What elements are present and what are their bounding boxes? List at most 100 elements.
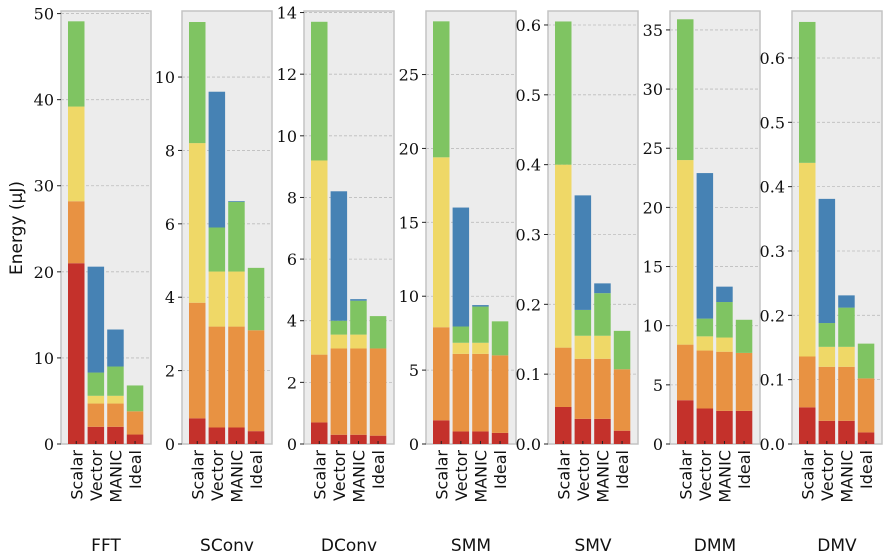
bar-segment: [68, 263, 85, 444]
bar-segment: [716, 286, 733, 303]
y-tick-label: 30: [34, 177, 54, 196]
bar-segment: [613, 330, 631, 370]
bar-segment: [433, 420, 450, 444]
bar-segment: [350, 299, 367, 301]
bar-segment: [208, 427, 226, 444]
bar-segment: [472, 342, 489, 354]
y-tick-label: 0.5: [760, 113, 785, 132]
subplot-smv: 0.0 0.1 0.2 0.3 0.4 0.5 0.6 Scalar Vector MANIC Id…: [516, 10, 639, 556]
bar-segment: [716, 337, 733, 352]
bar-segment: [68, 106, 85, 202]
y-tick-label: 8: [287, 188, 297, 207]
subplot-title: DConv: [321, 536, 377, 556]
bar-segment: [107, 395, 124, 404]
y-tick-label: 10: [277, 127, 297, 146]
bar-segment: [87, 395, 105, 404]
y-tick-label: 4: [287, 312, 297, 331]
category-label: Ideal: [613, 450, 632, 489]
y-tick-label: 0: [44, 435, 54, 454]
category-label: Vector: [696, 450, 715, 501]
bar-segment: [433, 21, 450, 158]
bar-segment: [87, 426, 105, 444]
y-tick-label: 6: [287, 250, 297, 269]
bar-segment: [818, 323, 836, 347]
bar-segment: [330, 320, 348, 335]
bar-segment: [799, 21, 816, 163]
bar-segment: [716, 351, 733, 411]
bar-segment: [716, 302, 733, 338]
y-tick-label: 20: [34, 263, 54, 282]
bar-segment: [68, 201, 85, 264]
bar-segment: [696, 408, 714, 444]
y-tick-label: 0: [287, 435, 297, 454]
bar-segment: [818, 346, 836, 367]
y-tick-label: 0.4: [516, 156, 541, 175]
bar-segment: [68, 21, 85, 107]
bar-segment: [189, 143, 206, 303]
bar-segment: [857, 378, 875, 433]
category-label: MANIC: [837, 450, 856, 503]
y-tick-label: 20: [399, 139, 419, 158]
bar-segment: [574, 335, 592, 359]
category-label: Vector: [208, 450, 227, 501]
bar-segment: [838, 346, 855, 367]
bar-segment: [472, 305, 489, 307]
bar-segment: [369, 316, 387, 349]
bar-segment: [818, 420, 836, 444]
bar-segment: [696, 336, 714, 351]
bar-segment: [228, 326, 245, 428]
bar-segment: [838, 307, 855, 347]
bar-segment: [126, 411, 144, 435]
category-label: Ideal: [857, 450, 876, 489]
bar-segment: [247, 267, 265, 331]
bar-segment: [735, 352, 753, 411]
category-label: Ideal: [126, 450, 145, 489]
category-label: MANIC: [227, 450, 246, 503]
y-tick-label: 0.6: [516, 16, 541, 35]
bar-segment: [87, 403, 105, 427]
bar-segment: [491, 355, 509, 433]
bar-segment: [555, 406, 572, 444]
bar-segment: [452, 207, 470, 327]
y-tick-label: 35: [643, 21, 663, 40]
y-tick-label: 8: [165, 141, 175, 160]
category-label: MANIC: [471, 450, 490, 503]
category-label: Vector: [818, 450, 837, 501]
bar-segment: [330, 348, 348, 435]
subplot-dmm: 0 5 10 15 20 25 30 35 Scalar Vector MANIC Ideal DMM: [643, 10, 761, 556]
bar-segment: [126, 385, 144, 412]
bar-segment: [594, 358, 611, 419]
bar-segment: [208, 91, 226, 228]
bar-segment: [208, 326, 226, 428]
y-tick-label: 30: [643, 80, 663, 99]
bar-segment: [613, 369, 631, 431]
bar-segment: [574, 418, 592, 444]
y-tick-label: 10: [399, 287, 419, 306]
bar-segment: [696, 173, 714, 319]
bar-segment: [433, 157, 450, 328]
bar-segment: [574, 195, 592, 310]
bar-segment: [677, 400, 694, 444]
category-label: Scalar: [310, 450, 329, 500]
bar-segment: [330, 191, 348, 321]
category-label: Scalar: [554, 450, 573, 500]
subplot-title: SMV: [574, 536, 611, 556]
subplot-title: DMV: [817, 536, 857, 556]
bar-segment: [574, 309, 592, 336]
y-tick-label: 0.5: [516, 86, 541, 105]
subplot-title: SMM: [451, 536, 491, 556]
bar-segment: [350, 348, 367, 435]
bar-segment: [350, 434, 367, 444]
bar-segment: [107, 403, 124, 427]
category-label: Scalar: [432, 450, 451, 500]
bar-segment: [311, 422, 328, 444]
bar-segment: [189, 22, 206, 144]
y-tick-label: 10: [155, 68, 175, 87]
category-label: Scalar: [798, 450, 817, 500]
category-label: Scalar: [676, 450, 695, 500]
y-tick-label: 20: [643, 198, 663, 217]
bar-segment: [247, 330, 265, 432]
bar-segment: [594, 293, 611, 336]
y-tick-label: 5: [653, 376, 663, 395]
subplot-fft: 0 10 20 30 40 50 Scalar Vector MANIC Ideal FFT Ener…: [7, 5, 152, 556]
